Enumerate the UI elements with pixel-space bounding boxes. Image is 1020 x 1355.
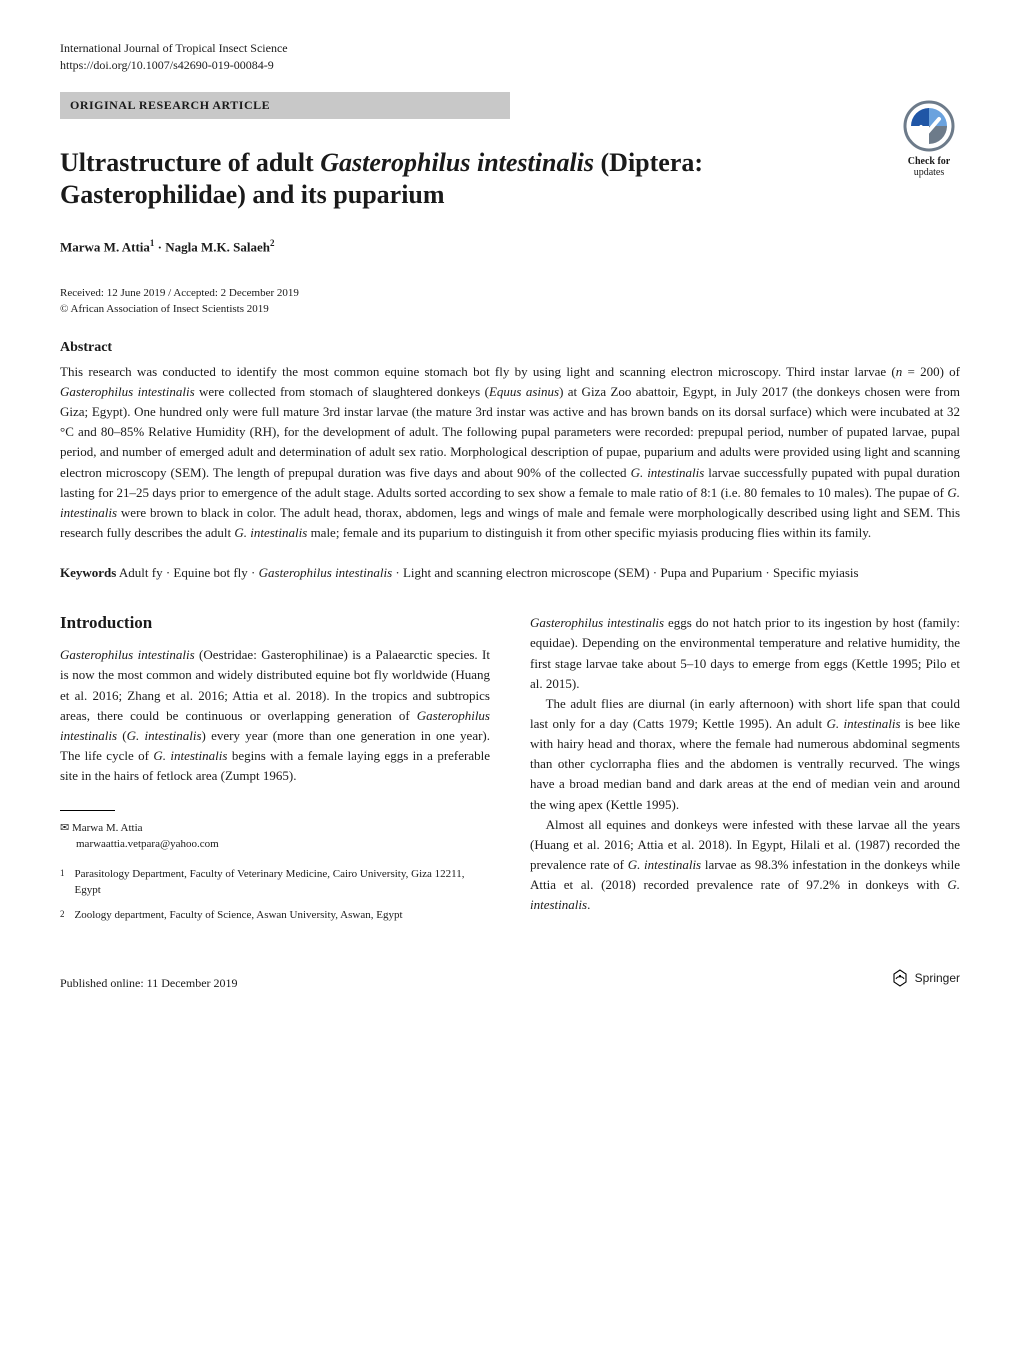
article-title: Ultrastructure of adult Gasterophilus in… — [60, 147, 798, 212]
corresponding-email: marwaattia.vetpara@yahoo.com — [76, 838, 219, 850]
abstract-heading: Abstract — [60, 340, 960, 356]
check-updates-badge[interactable]: Check for updates — [903, 100, 955, 178]
corresponding-author: Marwa M. Attia — [72, 822, 143, 834]
affil-1-text: Parasitology Department, Faculty of Vete… — [75, 867, 491, 898]
crossmark-icon — [903, 100, 955, 152]
intro-right-p3: Almost all equines and donkeys were infe… — [530, 815, 960, 916]
journal-header: International Journal of Tropical Insect… — [60, 40, 960, 74]
published-online: Published online: 11 December 2019 — [60, 976, 238, 991]
authors: Marwa M. Attia1 · Nagla M.K. Salaeh2 — [60, 238, 960, 255]
dates-block: Received: 12 June 2019 / Accepted: 2 Dec… — [60, 285, 960, 318]
page-footer: Published online: 11 December 2019 Sprin… — [60, 969, 960, 991]
affil-1-num: 1 — [60, 867, 65, 898]
title-genus: Gasterophilus intestinalis — [320, 148, 594, 177]
keywords-label: Keywords — [60, 565, 116, 580]
intro-right-p1: Gasterophilus intestinalis eggs do not h… — [530, 613, 960, 694]
affil-2-text: Zoology department, Faculty of Science, … — [75, 908, 403, 923]
envelope-icon: ✉ — [60, 822, 69, 834]
footnote-rule — [60, 810, 115, 811]
check-updates-line2: updates — [903, 167, 955, 178]
copyright-line: © African Association of Insect Scientis… — [60, 301, 960, 318]
doi-line: https://doi.org/10.1007/s42690-019-00084… — [60, 57, 960, 74]
intro-para-left: Gasterophilus intestinalis (Oestridae: G… — [60, 645, 490, 786]
keywords-block: Keywords Adult fy · Equine bot fly · Gas… — [60, 563, 960, 583]
intro-right-p2: The adult flies are diurnal (in early af… — [530, 694, 960, 815]
journal-name: International Journal of Tropical Insect… — [60, 40, 960, 57]
check-updates-line1: Check for — [903, 156, 955, 167]
received-accepted: Received: 12 June 2019 / Accepted: 2 Dec… — [60, 285, 960, 302]
intro-left-p1: Gasterophilus intestinalis (Oestridae: G… — [60, 645, 490, 786]
keywords-text: Adult fy · Equine bot fly · Gasterophilu… — [119, 565, 859, 580]
right-column: Gasterophilus intestinalis eggs do not h… — [530, 613, 960, 933]
publisher-brand: Springer — [891, 969, 960, 987]
affiliation-2: 2 Zoology department, Faculty of Science… — [60, 908, 490, 923]
affiliation-1: 1 Parasitology Department, Faculty of Ve… — [60, 867, 490, 898]
article-type-bar: ORIGINAL RESEARCH ARTICLE — [60, 92, 510, 119]
title-pre: Ultrastructure of adult — [60, 148, 320, 177]
left-column: Introduction Gasterophilus intestinalis … — [60, 613, 490, 933]
affil-2-num: 2 — [60, 908, 65, 923]
main-columns: Introduction Gasterophilus intestinalis … — [60, 613, 960, 933]
doi-link[interactable]: https://doi.org/10.1007/s42690-019-00084… — [60, 58, 274, 72]
intro-heading: Introduction — [60, 613, 490, 633]
abstract-text: This research was conducted to identify … — [60, 362, 960, 543]
intro-right: Gasterophilus intestinalis eggs do not h… — [530, 613, 960, 915]
springer-icon — [891, 969, 909, 987]
correspondence-block: ✉ Marwa M. Attia marwaattia.vetpara@yaho… — [60, 821, 490, 853]
publisher-name: Springer — [915, 971, 960, 985]
